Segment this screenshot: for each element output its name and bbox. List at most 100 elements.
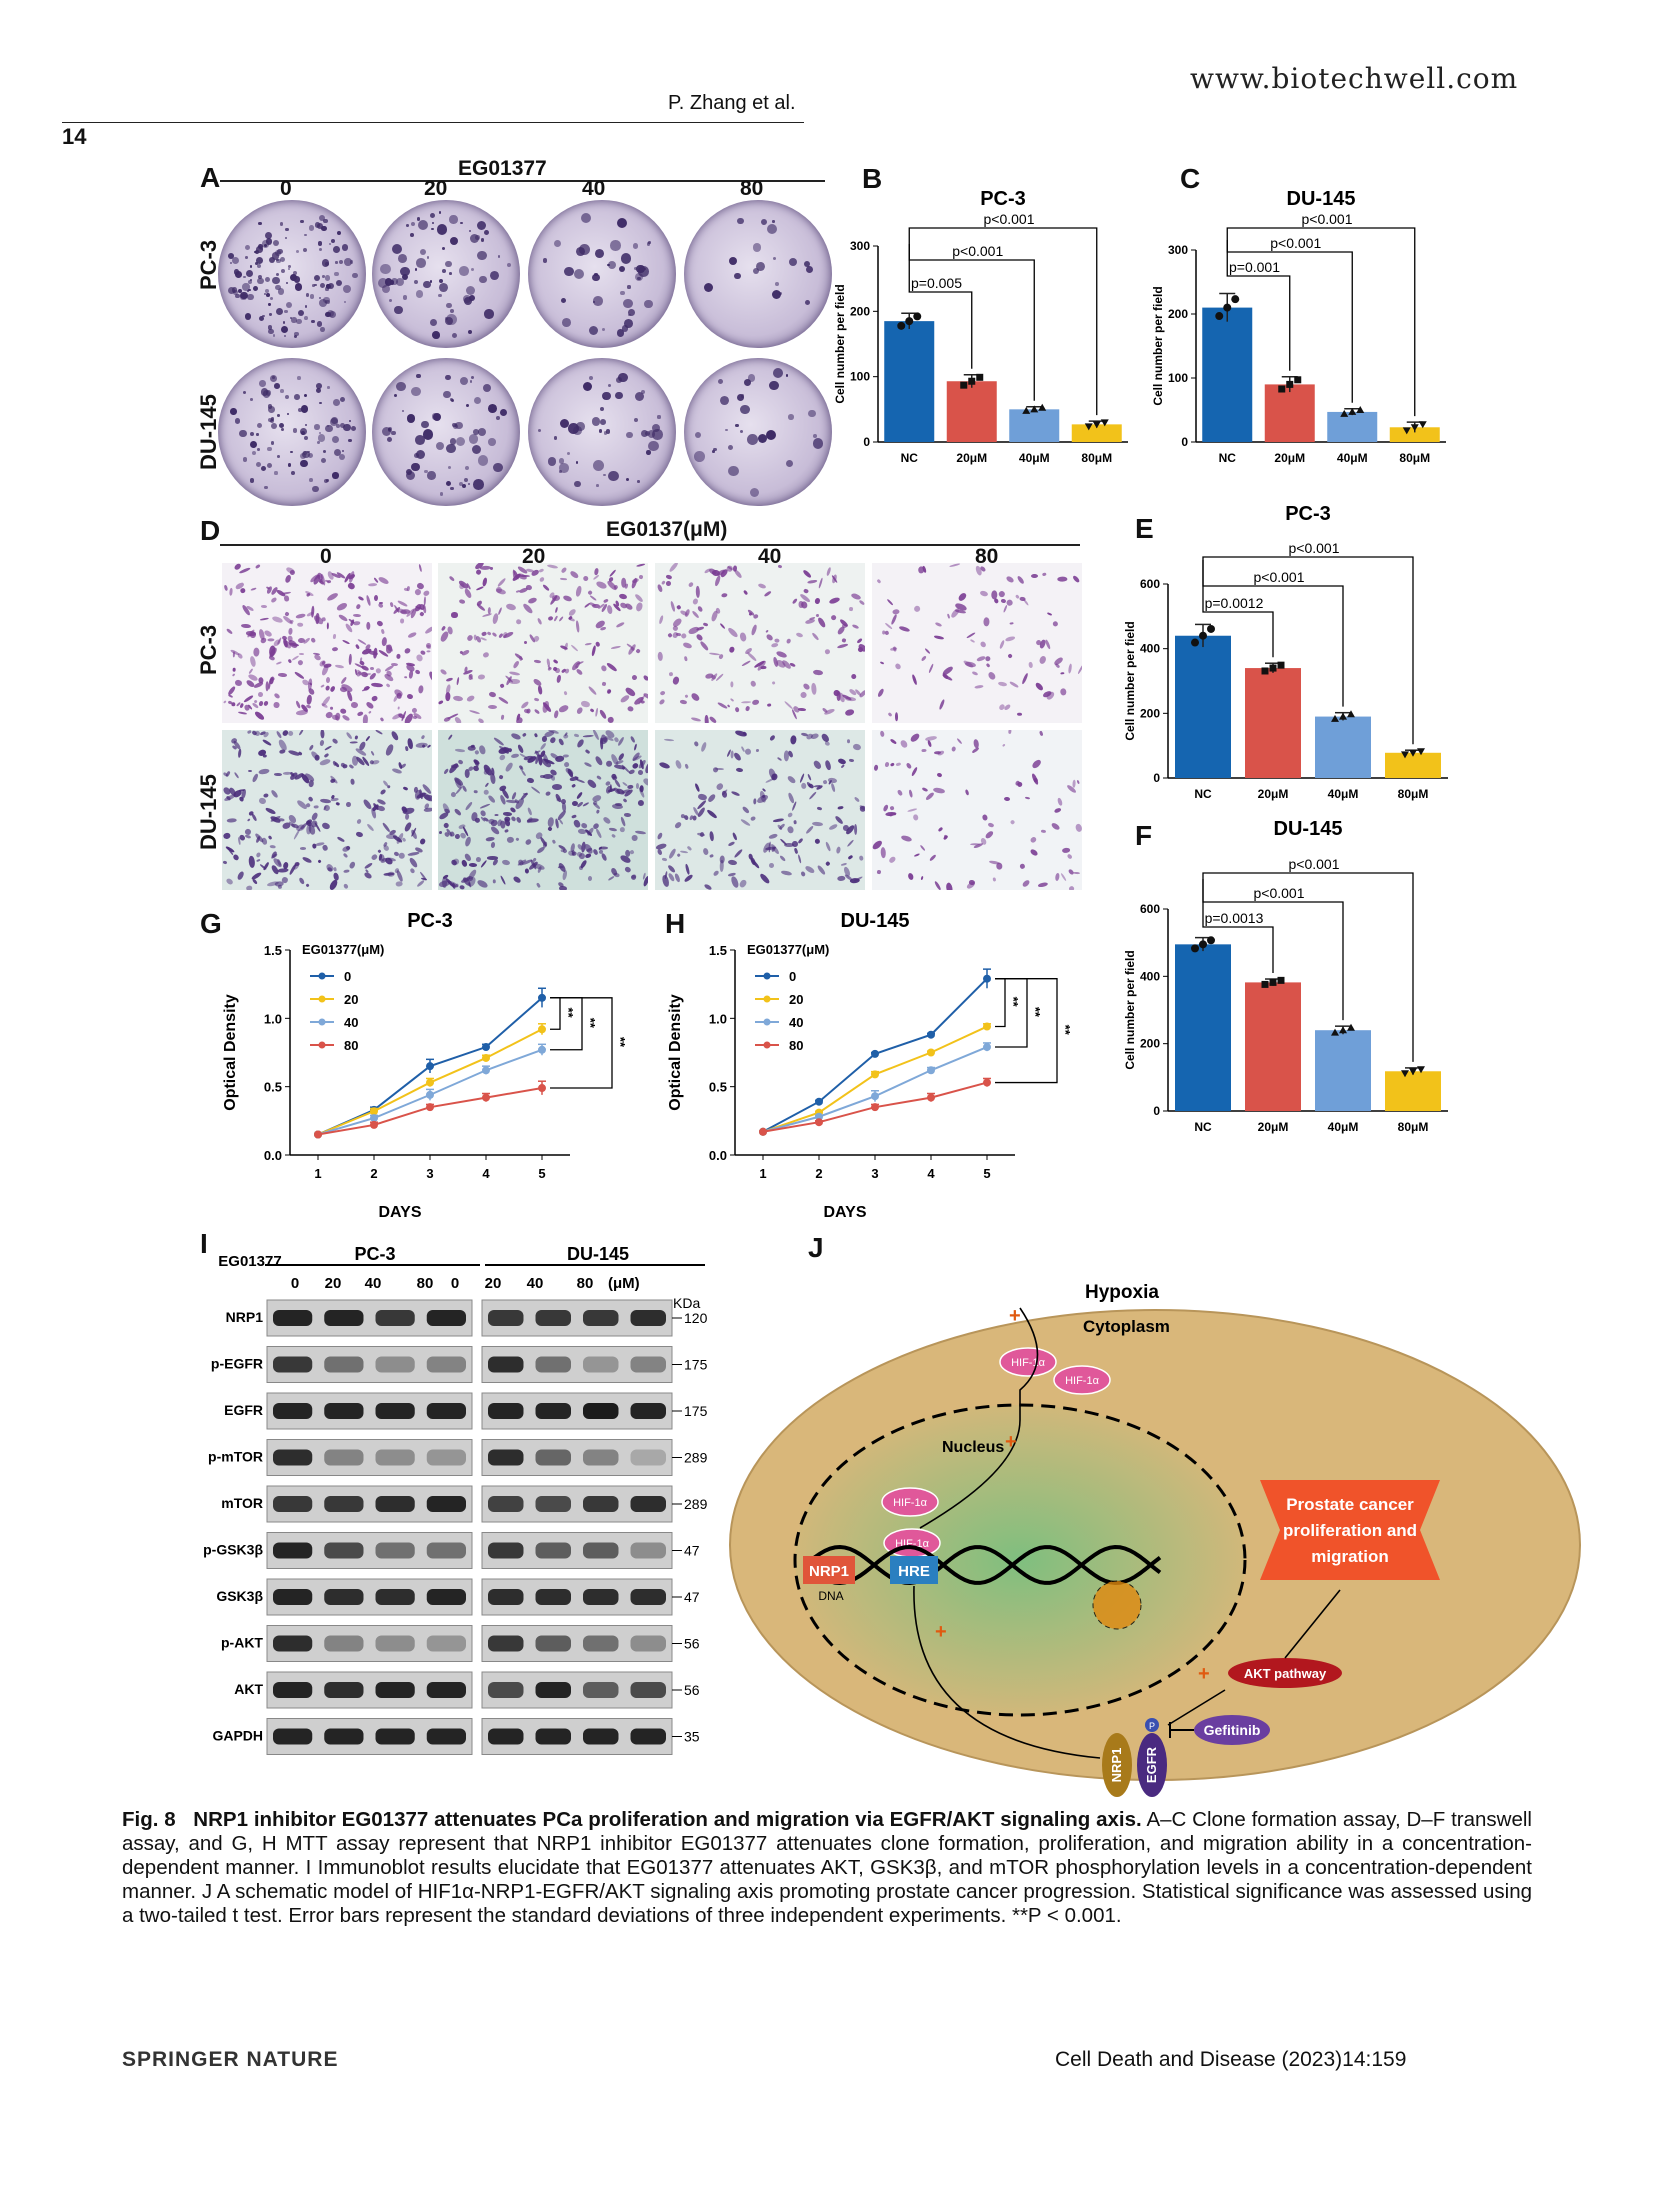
- p-value-label: p=0.005: [911, 275, 962, 291]
- western-band: [273, 1682, 313, 1698]
- western-band: [583, 1682, 619, 1698]
- western-kda-value: 47: [684, 1589, 700, 1605]
- western-band: [324, 1682, 364, 1698]
- data-point: [897, 321, 906, 330]
- hif1a-label: HIF-1α: [1065, 1375, 1100, 1387]
- transwell-field: [655, 730, 865, 890]
- panel-d-rule: [220, 544, 1080, 546]
- panel-h-letter: H: [665, 908, 686, 939]
- x-tick-label: 2: [370, 1166, 377, 1181]
- p-value-label: p<0.001: [952, 243, 1003, 259]
- western-band: [535, 1728, 571, 1745]
- gefitinib: [1194, 1715, 1270, 1745]
- panel-d-treatment: EG0137(μM): [606, 518, 728, 541]
- y-axis-label: Cell number per field: [1151, 286, 1165, 405]
- legend-label: 40: [344, 1015, 358, 1030]
- western-band: [535, 1496, 571, 1512]
- transwell-field: [438, 730, 648, 890]
- panel-c-letter: C: [1180, 163, 1201, 194]
- colony-dish: [372, 358, 520, 506]
- data-point: [1340, 409, 1349, 417]
- data-point: [759, 1127, 767, 1136]
- y-tick-label: 600: [1140, 902, 1160, 916]
- page-number: 14: [62, 124, 87, 149]
- y-tick-label: 0: [1153, 1104, 1160, 1118]
- western-band: [375, 1449, 415, 1466]
- bar: [1175, 944, 1231, 1111]
- western-band: [630, 1449, 666, 1466]
- nucleus-label: Nucleus: [942, 1439, 1004, 1456]
- x-tick-label: 20μM: [1274, 451, 1305, 465]
- y-tick-label: 0: [1181, 435, 1188, 449]
- data-point: [1199, 631, 1207, 640]
- western-band: [273, 1403, 313, 1419]
- y-tick-label: 400: [1140, 969, 1160, 983]
- western-band: [324, 1496, 364, 1512]
- data-point: [1261, 667, 1269, 675]
- bar-chart-c: DU-145 0 100 200 300 Cell number per field NC 2…: [1151, 188, 1446, 465]
- x-tick-label: 80μM: [1398, 1120, 1429, 1134]
- x-tick-label: 2: [815, 1166, 822, 1181]
- colony-dish: [684, 200, 832, 348]
- caption-title: NRP1 inhibitor EG01377 attenuates PCa pr…: [193, 1808, 1142, 1831]
- panel-a-dose-80: 80: [740, 177, 764, 200]
- colony-dish: [218, 358, 366, 506]
- western-kda-value: 56: [684, 1636, 700, 1652]
- legend-marker: [763, 972, 771, 980]
- akt-arrow: [1167, 1689, 1226, 1726]
- panel-i-letter: I: [200, 1228, 208, 1259]
- data-point: [1269, 978, 1277, 986]
- x-tick-label: 1: [759, 1166, 766, 1181]
- legend-marker: [763, 995, 771, 1003]
- western-band: [324, 1542, 364, 1559]
- panel-j-letter: J: [808, 1232, 824, 1263]
- panel-a-treatment: EG01377: [458, 157, 547, 180]
- bar: [1175, 635, 1231, 778]
- data-point: [927, 1066, 935, 1075]
- western-band: [535, 1542, 571, 1559]
- western-band: [630, 1635, 666, 1652]
- significance-bracket: [1226, 227, 1416, 417]
- significance-bracket: [1202, 556, 1414, 745]
- bar: [884, 321, 935, 442]
- western-band: [324, 1589, 364, 1605]
- legend-title: EG01377(μM): [747, 942, 829, 957]
- data-point: [1191, 638, 1199, 647]
- y-tick-label: 1.5: [709, 943, 727, 958]
- western-band: [630, 1403, 666, 1419]
- western-band: [426, 1635, 466, 1652]
- dna-strand: [803, 1544, 1162, 1585]
- western-band: [583, 1542, 619, 1559]
- legend-label: 80: [789, 1038, 803, 1053]
- data-point: [538, 993, 546, 1002]
- hif1a-label: HIF-1α: [893, 1497, 928, 1509]
- data-point: [1278, 385, 1286, 393]
- western-band: [630, 1496, 666, 1512]
- panel-b-letter: B: [862, 163, 883, 194]
- data-point: [1231, 295, 1240, 304]
- p-value-label: p=0.0012: [1205, 595, 1264, 611]
- western-band: [375, 1728, 415, 1745]
- legend-label: 0: [344, 969, 351, 984]
- cytoplasm-label: Cytoplasm: [1083, 1317, 1170, 1336]
- journal-citation: Cell Death and Disease (2023)14:159: [1055, 2048, 1407, 2071]
- panel-g-letter: G: [200, 908, 222, 939]
- data-point: [1401, 751, 1409, 759]
- western-group-pc3: PC-3: [354, 1244, 395, 1264]
- western-band: [535, 1449, 571, 1466]
- nrp1-gene-box: [803, 1556, 855, 1584]
- gefitinib-label: Gefitinib: [1204, 1722, 1261, 1738]
- outcome-box: [1260, 1480, 1440, 1580]
- outcome-label: proliferation and: [1283, 1521, 1417, 1540]
- western-band: [324, 1403, 364, 1419]
- p-value-label: p<0.001: [1289, 540, 1340, 556]
- x-tick-label: 5: [538, 1166, 545, 1181]
- activation-plus: +: [1005, 1431, 1017, 1453]
- data-point: [1418, 421, 1427, 429]
- western-kda-value: 289: [684, 1450, 708, 1466]
- legend-label: 40: [789, 1015, 803, 1030]
- data-point: [426, 1090, 434, 1099]
- data-point: [913, 312, 922, 321]
- data-point: [927, 1030, 935, 1039]
- x-tick-label: 20μM: [1258, 1120, 1289, 1134]
